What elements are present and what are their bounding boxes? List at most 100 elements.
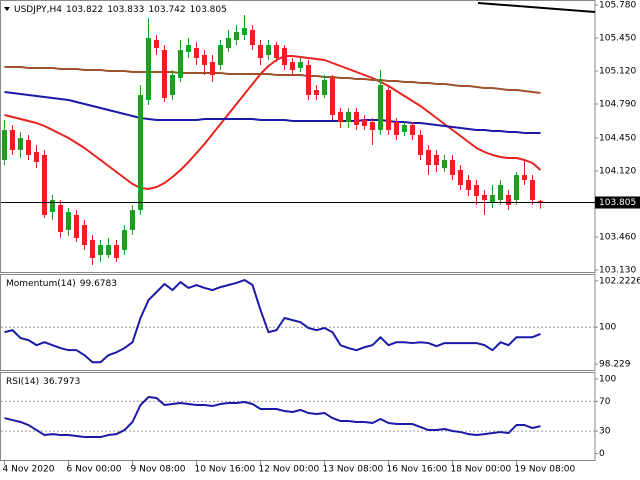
rsi-last: 36.7973 xyxy=(43,377,80,387)
y-tick-label: 105.120 xyxy=(599,67,636,77)
candle-body xyxy=(338,112,343,122)
y-tick-label: 104.450 xyxy=(599,134,636,144)
y-tick-label: 105.450 xyxy=(599,34,636,44)
candle-body xyxy=(354,112,359,125)
y-tick-label: 100 xyxy=(599,374,616,384)
y-tick-label: 103.130 xyxy=(599,266,636,276)
candle-body xyxy=(434,155,439,165)
candle-body xyxy=(378,85,383,130)
candle-body xyxy=(498,185,503,200)
y-tick-label: 30 xyxy=(599,427,611,437)
momentum-last: 99.6783 xyxy=(80,279,117,289)
candle-body xyxy=(42,155,47,215)
header-arrow xyxy=(4,7,10,11)
x-tick-label: 9 Nov 08:00 xyxy=(131,465,186,475)
x-tick-label: 6 Nov 00:00 xyxy=(67,465,122,475)
candle-body xyxy=(290,62,295,70)
price-label-box xyxy=(595,196,640,209)
y-tick-label: 98.229 xyxy=(599,360,631,370)
x-tick-label: 13 Nov 08:00 xyxy=(323,465,384,475)
y-tick-label: 70 xyxy=(599,397,611,407)
candle-body xyxy=(258,45,263,58)
price-label: 103.805 xyxy=(599,198,636,208)
candle-body xyxy=(346,112,351,122)
candle-body xyxy=(530,180,535,200)
x-tick-label: 10 Nov 16:00 xyxy=(195,465,256,475)
main-header: USDJPY,H4 103.822 103.833 103.742 103.805 xyxy=(14,5,227,15)
candle-body xyxy=(154,40,159,48)
candle-body xyxy=(442,160,447,168)
indicator-line xyxy=(4,396,541,439)
candle-body xyxy=(266,45,271,55)
momentum-title: Momentum(14) xyxy=(6,279,76,289)
x-tick-label: 19 Nov 08:00 xyxy=(515,465,576,475)
candle-body xyxy=(186,45,191,52)
candle-body xyxy=(170,75,175,95)
candle-body xyxy=(50,200,55,212)
main-panel-frame xyxy=(0,0,596,273)
candle-body xyxy=(394,122,399,135)
candle-body xyxy=(458,170,463,185)
y-tick-label: 103.460 xyxy=(599,233,636,243)
candle-body xyxy=(226,38,231,48)
candle-body xyxy=(146,38,151,100)
y-tick-label: 102.2226 xyxy=(599,276,640,286)
candle-body xyxy=(218,45,223,65)
y-tick-label: 0 xyxy=(599,449,605,459)
candle-body xyxy=(66,212,71,230)
marks xyxy=(1,4,598,465)
x-tick-label: 16 Nov 16:00 xyxy=(387,465,448,475)
y-tick-label: 100 xyxy=(599,323,616,333)
candle-body xyxy=(138,95,143,210)
candle-body xyxy=(162,50,167,98)
candle-body xyxy=(18,138,23,150)
indicator-line xyxy=(4,55,542,190)
candle-body xyxy=(2,130,7,160)
last-high: 103.833 xyxy=(107,5,144,15)
candle-body xyxy=(90,240,95,258)
candle-body xyxy=(298,62,303,68)
candle-body xyxy=(410,125,415,135)
candle-body xyxy=(522,175,527,180)
candle-body xyxy=(178,50,183,78)
x-tick-label: 18 Nov 00:00 xyxy=(451,465,512,475)
y-tick-label: 104.120 xyxy=(599,167,636,177)
candle-body xyxy=(242,28,247,35)
indicator-line xyxy=(4,279,541,364)
candle-body xyxy=(538,200,543,203)
candle-body xyxy=(466,180,471,190)
candle-body xyxy=(202,55,207,65)
candle-body xyxy=(314,90,319,95)
trend-line xyxy=(477,2,596,13)
candle-body xyxy=(250,30,255,45)
x-tick-label: 12 Nov 00:00 xyxy=(259,465,320,475)
candle-body xyxy=(506,195,511,205)
candle-body xyxy=(370,122,375,130)
candle-body xyxy=(482,195,487,200)
candle-body xyxy=(34,152,39,162)
last-close: 103.805 xyxy=(190,5,227,15)
candle-body xyxy=(26,140,31,155)
symbol: USDJPY,H4 xyxy=(14,5,62,15)
rsi-header: RSI(14) 36.7973 xyxy=(6,377,80,387)
candle-body xyxy=(426,150,431,165)
candle-body xyxy=(282,48,287,65)
momentum-panel-frame xyxy=(0,274,596,371)
candle-body xyxy=(74,215,79,238)
candle-body xyxy=(274,45,279,58)
candle-body xyxy=(114,245,119,258)
candle-body xyxy=(330,78,335,115)
momentum-header: Momentum(14) 99.6783 xyxy=(6,279,117,289)
candle-body xyxy=(386,90,391,130)
indicator-line xyxy=(4,91,541,134)
candle-body xyxy=(306,65,311,95)
candle-body xyxy=(210,62,215,75)
last-open: 103.822 xyxy=(66,5,103,15)
candle-body xyxy=(130,210,135,230)
candle-body xyxy=(450,160,455,175)
y-tick-label: 104.790 xyxy=(599,100,636,110)
candle-body xyxy=(98,245,103,255)
candle-body xyxy=(106,245,111,255)
